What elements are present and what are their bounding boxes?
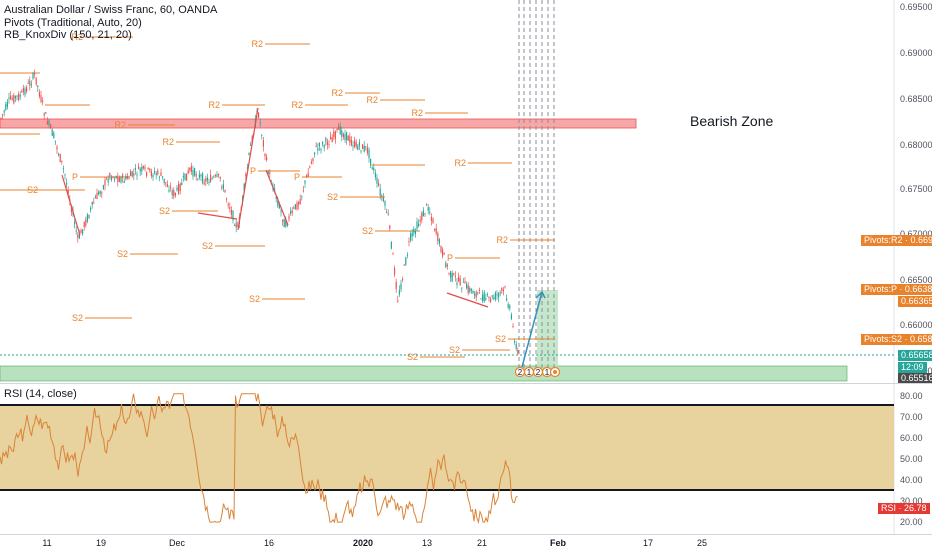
svg-text:S2: S2: [202, 241, 213, 251]
current-price-tag: 0.65658: [898, 350, 932, 361]
svg-text:R2: R2: [411, 108, 423, 118]
svg-text:1: 1: [527, 368, 532, 377]
svg-text:P: P: [250, 166, 256, 176]
svg-text:R2: R2: [208, 100, 220, 110]
svg-text:1: 1: [545, 368, 550, 377]
svg-text:R2: R2: [114, 120, 126, 130]
time-tick: 13: [421, 538, 433, 548]
pivot-p-tag: Pivots:P · 0.66381: [861, 284, 932, 295]
rsi-band: [0, 405, 894, 490]
svg-text:R2: R2: [331, 88, 343, 98]
time-tick: Dec: [168, 538, 186, 548]
rsi-canvas[interactable]: [0, 384, 932, 534]
svg-text:S2: S2: [449, 345, 460, 355]
rsi-tick: 70.00: [900, 412, 923, 422]
price-tick: 0.69500: [900, 2, 932, 12]
time-tick: 17: [642, 538, 654, 548]
svg-text:P: P: [294, 172, 300, 182]
price-tick: 0.67500: [900, 184, 932, 194]
resistance-zone: [0, 118, 637, 129]
pivots-indicator-label[interactable]: Pivots (Traditional, Auto, 20): [4, 17, 142, 29]
svg-text:R2: R2: [162, 137, 174, 147]
price-tick: 0.67000: [900, 229, 932, 239]
svg-text:2: 2: [536, 368, 541, 377]
svg-text:S2: S2: [117, 249, 128, 259]
svg-text:S2: S2: [159, 206, 170, 216]
price-tick: 0.68000: [900, 140, 932, 150]
svg-text:S2: S2: [249, 294, 260, 304]
time-axis-border: [0, 534, 932, 535]
time-tick: 11: [42, 538, 52, 548]
projection-arrow: [521, 291, 543, 368]
last-price-tag: 0.66365: [898, 296, 932, 307]
rsi-tick: 40.00: [900, 475, 923, 485]
time-tick: 19: [95, 538, 107, 548]
pivot-s2-tag: Pivots:S2 · 0.65833: [861, 334, 932, 345]
svg-text:P: P: [72, 172, 78, 182]
bar-countdown-tag: 12:09: [898, 362, 927, 373]
rsi-tick: 80.00: [900, 391, 923, 401]
price-tick: 0.68500: [900, 94, 932, 104]
pivot-r2-tag: Pivots:R2 · 0.66929: [861, 235, 932, 246]
low-price-tag: 0.65516: [898, 373, 932, 384]
svg-text:R2: R2: [366, 95, 378, 105]
price-tick: 0.69000: [900, 48, 932, 58]
svg-text:S2: S2: [27, 185, 38, 195]
svg-text:R2: R2: [251, 39, 263, 49]
svg-text:S2: S2: [362, 226, 373, 236]
svg-text:2: 2: [518, 368, 523, 377]
rsi-pane[interactable]: RSI (14, close) 80.00 70.00 60.00 50.00 …: [0, 384, 932, 534]
time-tick: 25: [696, 538, 708, 548]
svg-text:R2: R2: [291, 100, 303, 110]
time-tick: 2020: [352, 538, 374, 548]
rsi-title[interactable]: RSI (14, close): [4, 388, 77, 400]
svg-text:P: P: [447, 253, 453, 263]
svg-text:S2: S2: [407, 352, 418, 362]
rsi-tick: 60.00: [900, 433, 923, 443]
pane-divider[interactable]: [0, 383, 932, 384]
support-zone: [0, 365, 848, 382]
knoxdiv-indicator-label[interactable]: RB_KnoxDiv (150, 21, 20): [4, 29, 132, 41]
price-tick: 0.66000: [900, 320, 932, 330]
rsi-tick: 50.00: [900, 454, 923, 464]
symbol-title[interactable]: Australian Dollar / Swiss Franc, 60, OAN…: [4, 4, 218, 16]
svg-text:S2: S2: [72, 313, 83, 323]
rsi-value-tag: RSI · 26.78: [878, 503, 930, 514]
svg-text:R2: R2: [496, 235, 508, 245]
time-tick: Feb: [549, 538, 567, 548]
rsi-tick: 30.00: [900, 496, 923, 506]
svg-text:S2: S2: [495, 334, 506, 344]
svg-text:S2: S2: [327, 192, 338, 202]
price-tick: 0.66500: [900, 275, 932, 285]
time-tick: 16: [263, 538, 275, 548]
svg-text:R2: R2: [71, 32, 83, 42]
bearish-zone-annotation[interactable]: Bearish Zone: [690, 113, 774, 129]
rsi-tick: 20.00: [900, 517, 923, 527]
time-tick: 21: [476, 538, 488, 548]
svg-text:R2: R2: [454, 158, 466, 168]
